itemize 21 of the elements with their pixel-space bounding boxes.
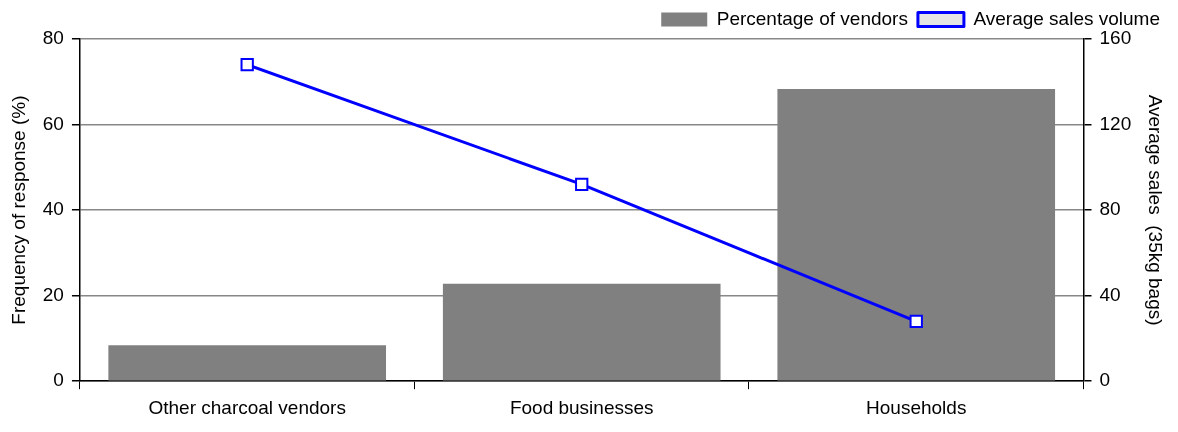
y2-tick-label: 80 (1099, 198, 1121, 220)
point (909, 314, 923, 328)
y-tick-label: 80 (42, 27, 64, 49)
y-tick-label: 60 (42, 112, 64, 134)
y2-tick-label: 40 (1099, 283, 1121, 305)
y2-tick-label: 160 (1099, 27, 1132, 49)
x-tick-label: Households (866, 396, 967, 418)
y-tick-label: 0 (53, 369, 64, 391)
bar (108, 345, 387, 381)
x-tick-label: Food businesses (509, 396, 654, 418)
x-tick-label: Other charcoal vendors (148, 396, 346, 418)
legend-label: Percentage of vendors (716, 7, 908, 29)
y2-tick-label: 120 (1099, 112, 1132, 134)
legend-label: Average sales volume (973, 7, 1161, 29)
y-tick-label: 20 (42, 283, 64, 305)
y-axis-title: Frequency of response (%) (7, 95, 29, 325)
point (575, 177, 589, 192)
point (240, 58, 254, 72)
y-tick-label: 40 (42, 198, 64, 220)
y2-tick-label: 0 (1099, 369, 1111, 391)
y2-axis-title: Average sales (35kg bags) (1145, 94, 1167, 326)
